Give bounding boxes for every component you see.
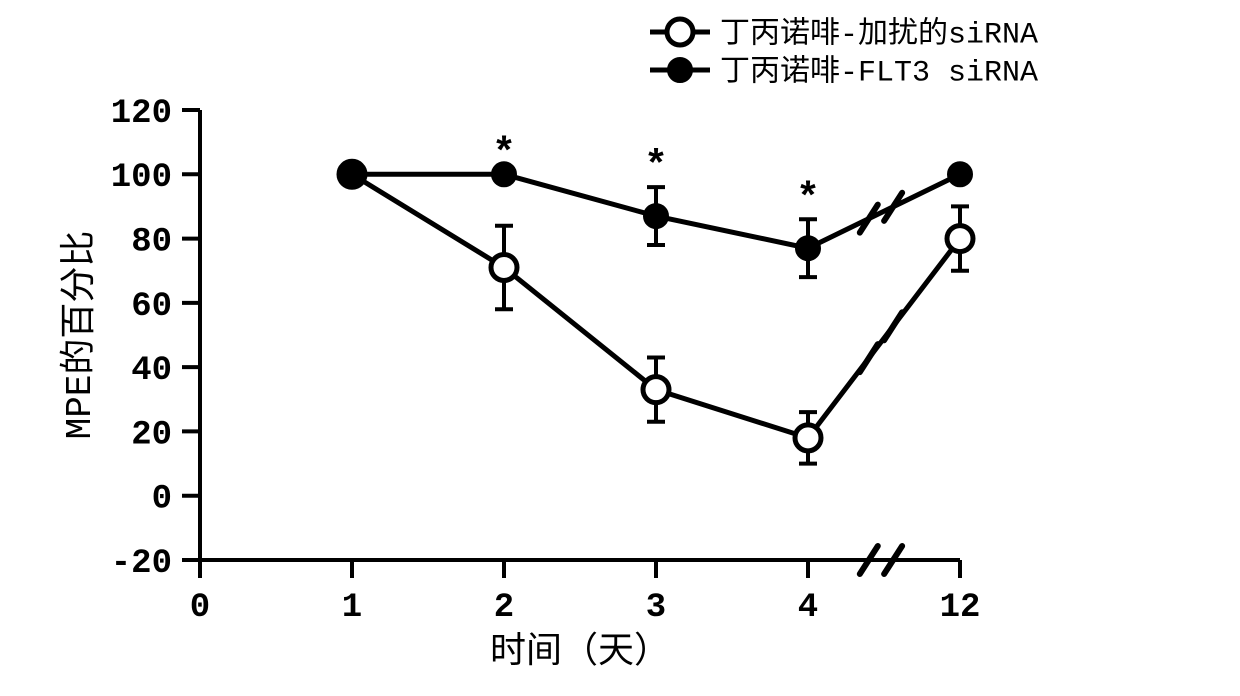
legend-label: 丁丙诺啡-FLT3 siRNA — [720, 55, 1038, 91]
x-axis-label: 时间（天） — [490, 630, 670, 673]
legend-marker — [669, 59, 691, 81]
marker-flt3 — [797, 237, 819, 259]
axis-break-slash — [860, 344, 878, 372]
significance-star: * — [796, 177, 820, 222]
marker-scrambled — [491, 255, 517, 281]
y-tick-label: 0 — [152, 481, 172, 519]
chart-svg: -200204060801001200123412MPE的百分比时间（天）***… — [0, 0, 1240, 696]
legend-label: 丁丙诺啡-加扰的siRNA — [720, 17, 1038, 53]
marker-flt3 — [645, 205, 667, 227]
legend-marker — [667, 19, 693, 45]
axis-break-slash — [884, 312, 902, 340]
y-tick-label: 40 — [131, 352, 172, 390]
x-tick-label: 3 — [646, 589, 666, 627]
marker-flt3 — [341, 163, 363, 185]
marker-flt3 — [949, 163, 971, 185]
marker-scrambled — [795, 425, 821, 451]
y-tick-label: -20 — [111, 545, 172, 583]
axis-break-slash — [884, 193, 902, 221]
y-tick-label: 60 — [131, 288, 172, 326]
y-tick-label: 100 — [111, 159, 172, 197]
significance-star: * — [492, 132, 516, 177]
x-tick-label: 4 — [798, 589, 818, 627]
marker-scrambled — [947, 226, 973, 252]
x-tick-label: 0 — [190, 589, 210, 627]
y-tick-label: 120 — [111, 95, 172, 133]
y-tick-label: 20 — [131, 416, 172, 454]
y-axis-label: MPE的百分比 — [58, 231, 101, 440]
y-tick-label: 80 — [131, 223, 172, 261]
x-tick-label: 2 — [494, 589, 514, 627]
chart-container: -200204060801001200123412MPE的百分比时间（天）***… — [0, 0, 1240, 696]
significance-star: * — [644, 145, 668, 190]
x-tick-label: 12 — [940, 589, 981, 627]
axis-break-slash — [860, 205, 878, 233]
marker-scrambled — [643, 377, 669, 403]
x-tick-label: 1 — [342, 589, 362, 627]
